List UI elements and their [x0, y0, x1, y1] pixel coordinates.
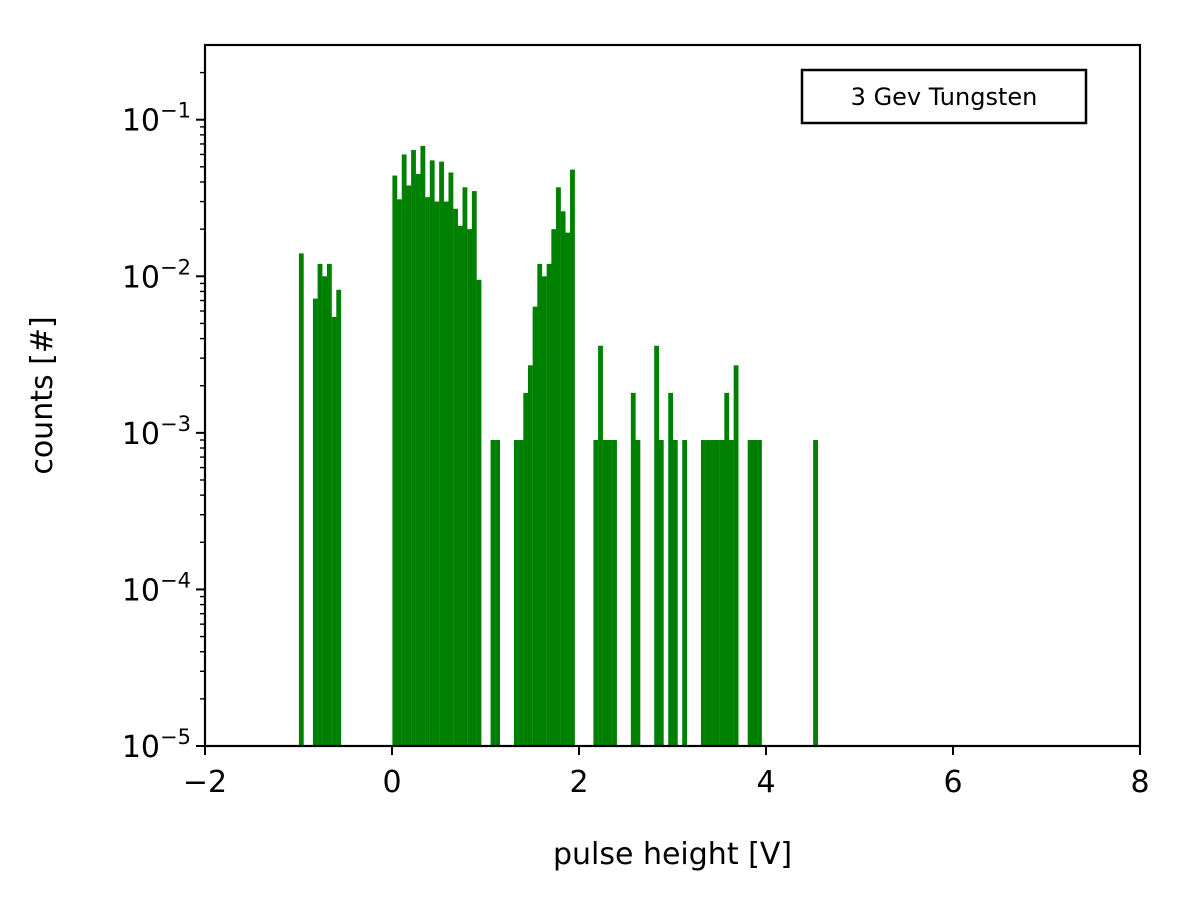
- histogram-bar: [527, 365, 533, 746]
- y-tick-label: 10−3: [122, 412, 191, 452]
- histogram-bar: [490, 440, 496, 746]
- histogram-bar: [523, 392, 529, 746]
- histogram-bar: [397, 199, 402, 747]
- plot-frame: [203, 43, 1142, 748]
- histogram-bar: [747, 440, 753, 746]
- histogram-bar: [443, 201, 449, 746]
- x-tick-label: 0: [382, 765, 401, 800]
- histogram-bar: [401, 154, 407, 746]
- histogram-bar: [546, 263, 552, 746]
- histogram-bar: [537, 263, 543, 746]
- histogram-bar: [668, 392, 674, 746]
- y-tick-label: 10−2: [122, 255, 191, 295]
- histogram-bar: [630, 392, 636, 746]
- histogram-bar: [607, 440, 613, 746]
- histogram-bar: [411, 150, 416, 747]
- histogram-bar: [551, 229, 557, 746]
- histogram-bar: [654, 345, 660, 746]
- histogram-bar: [434, 201, 440, 746]
- x-axis-label: pulse height [V]: [553, 837, 792, 872]
- x-tick-label: 4: [756, 765, 775, 800]
- histogram-bar: [705, 440, 711, 746]
- y-axis-label: counts [#]: [25, 316, 60, 474]
- legend-box: [800, 68, 1088, 125]
- bar-series: [298, 145, 818, 747]
- histogram-bar: [598, 345, 603, 746]
- x-tick-label: −2: [183, 765, 227, 800]
- histogram-bar: [570, 169, 575, 747]
- histogram-bar: [700, 440, 706, 746]
- histogram-bar: [495, 440, 501, 746]
- histogram-bar: [532, 306, 538, 746]
- histogram-bar: [476, 279, 482, 746]
- histogram-bar: [710, 440, 716, 746]
- legend-label: 3 Gev Tungsten: [851, 83, 1038, 111]
- histogram-bar: [415, 174, 421, 746]
- histogram-bar: [813, 440, 818, 746]
- histogram-bar: [724, 392, 730, 746]
- legend: 3 Gev Tungsten: [800, 68, 1088, 125]
- histogram-bar: [729, 440, 734, 746]
- histogram-bar: [513, 440, 519, 746]
- histogram-bar: [457, 225, 463, 746]
- histogram-bar: [518, 440, 524, 746]
- histogram-bar: [326, 263, 332, 746]
- histogram-bar: [322, 276, 328, 746]
- histogram-bar: [542, 276, 547, 746]
- histogram-bar: [719, 440, 725, 746]
- histogram-bar: [448, 172, 454, 746]
- y-tick-label: 10−4: [122, 568, 191, 608]
- histogram-bar: [658, 440, 664, 746]
- histogram-bar: [298, 253, 304, 746]
- y-tick-label: 10−5: [122, 725, 191, 765]
- histogram-bar: [602, 440, 608, 746]
- histogram-bar: [556, 187, 561, 746]
- histogram-bar: [752, 440, 758, 746]
- histogram-bar: [672, 440, 678, 746]
- histogram-bar: [612, 440, 617, 746]
- histogram-bar: [471, 191, 477, 747]
- x-tick-label: 8: [1130, 765, 1149, 800]
- histogram-bar: [593, 440, 599, 746]
- histogram-bar: [682, 440, 688, 746]
- histogram-bar: [635, 440, 641, 746]
- histogram-bar: [560, 211, 566, 747]
- histogram-bar: [757, 440, 762, 746]
- x-tick-label: 6: [943, 765, 962, 800]
- histogram-bar: [462, 187, 468, 746]
- histogram-bar: [467, 229, 473, 746]
- histogram-bar: [733, 365, 739, 746]
- histogram-bar: [453, 208, 458, 747]
- histogram-bar: [392, 175, 398, 746]
- x-tick-label: 2: [569, 765, 588, 800]
- histogram-bar: [331, 316, 337, 746]
- histogram-bar: [312, 298, 318, 746]
- histogram-bar: [565, 232, 571, 746]
- histogram-bar: [425, 197, 430, 746]
- y-axis-ticks: 10−1 10−2 10−3 10−4 10−5: [122, 99, 205, 765]
- histogram-bar: [317, 263, 323, 746]
- histogram-bar: [714, 440, 720, 746]
- x-axis-ticks: −2 0 2 4 6 8: [183, 746, 1150, 800]
- histogram-bar: [439, 161, 444, 747]
- histogram-bar: [406, 185, 412, 746]
- histogram-bar: [429, 160, 435, 747]
- y-tick-label: 10−1: [122, 99, 191, 139]
- histogram-bar: [420, 145, 426, 746]
- histogram-bar: [336, 289, 342, 746]
